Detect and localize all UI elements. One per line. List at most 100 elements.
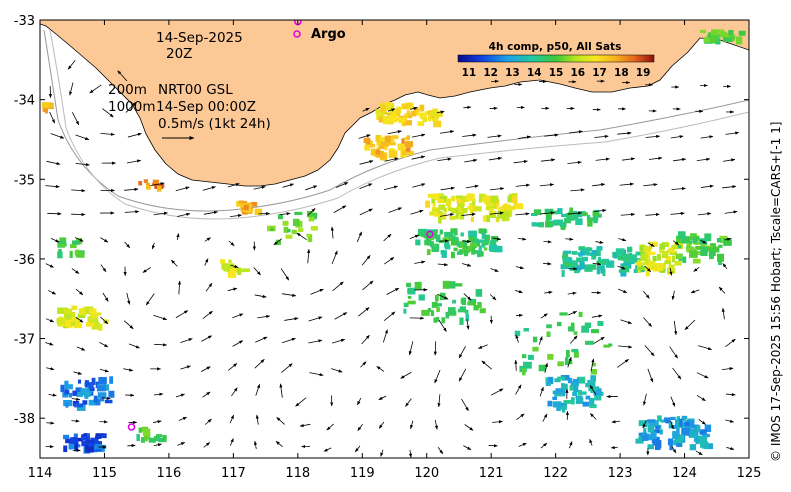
sst-pixel <box>468 202 475 211</box>
current-arrow <box>592 183 606 187</box>
sst-pixel <box>704 233 712 242</box>
sst-pixel <box>445 311 450 319</box>
current-arrow <box>280 268 290 281</box>
sst-pixel <box>586 214 591 221</box>
current-arrow <box>387 130 402 135</box>
current-arrow <box>570 188 585 192</box>
sst-pixel <box>459 306 466 311</box>
sst-pixel <box>721 31 727 36</box>
latitude-axis: -33 -34 -35 -36 -37 -38 <box>14 14 749 427</box>
sst-pixel <box>462 239 467 246</box>
current-arrow <box>171 259 178 267</box>
current-arrow <box>569 335 578 344</box>
lon-tick-label: 121 <box>479 466 504 481</box>
current-arrow <box>152 242 156 250</box>
sst-pixel <box>562 255 569 260</box>
sst-pixel <box>86 439 95 446</box>
current-arrow <box>89 84 102 94</box>
sst-pixel <box>581 325 590 333</box>
current-arrow <box>617 265 626 270</box>
sst-pixel <box>458 249 464 255</box>
sst-pixel <box>465 313 469 322</box>
current-arrow <box>45 342 54 346</box>
current-arrow <box>542 413 548 422</box>
sst-pixel <box>72 390 78 396</box>
current-arrow <box>203 442 210 448</box>
sst-pixel <box>651 264 659 270</box>
current-arrow <box>477 344 488 349</box>
sst-pixel <box>471 198 476 206</box>
sst-pixel <box>152 179 159 184</box>
current-arrow <box>231 387 238 397</box>
sst-pixel <box>455 195 463 200</box>
current-arrow <box>308 339 323 344</box>
current-arrow <box>700 239 707 244</box>
current-arrow <box>232 340 244 347</box>
sst-pixel <box>243 204 249 211</box>
sst-pixel <box>709 35 719 43</box>
sst-pixel <box>577 389 582 396</box>
current-arrow <box>378 421 385 429</box>
sst-pixel <box>421 309 430 316</box>
sst-pixel <box>477 250 481 258</box>
current-arrow <box>697 212 712 216</box>
current-arrow <box>227 183 240 188</box>
sst-pixel <box>659 247 665 254</box>
sst-pixel <box>439 229 443 235</box>
sst-pixel <box>310 226 318 231</box>
sst-pixel <box>603 344 611 348</box>
sst-pixel <box>676 439 683 447</box>
sst-pixel <box>95 433 104 438</box>
sst-pixel <box>434 193 439 201</box>
current-arrow <box>644 265 651 273</box>
current-arrow <box>177 442 186 446</box>
colorbar-title: 4h comp, p50, All Sats <box>489 41 622 53</box>
current-arrow <box>490 268 499 272</box>
hour-label: 20Z <box>166 46 192 62</box>
sst-pixel <box>407 289 411 293</box>
sst-pixel <box>442 280 450 289</box>
sst-pixel <box>452 299 456 304</box>
sst-pixel <box>522 361 532 369</box>
sst-pixel <box>458 241 468 248</box>
current-arrow <box>142 267 151 273</box>
copyright-text: © IMOS 17-Sep-2025 15:56 Hobart; Tscale=… <box>769 122 783 462</box>
sst-pixel <box>716 238 722 243</box>
sst-pixel <box>411 110 417 117</box>
sst-pixel <box>384 144 388 151</box>
sst-pixel <box>70 437 78 444</box>
current-arrow <box>310 288 324 295</box>
sst-pixel <box>85 322 95 327</box>
sst-pixel <box>88 399 96 406</box>
sst-pixel <box>71 317 80 325</box>
current-arrow <box>594 134 609 139</box>
sst-pixel <box>647 419 656 424</box>
sst-pixel <box>669 251 678 255</box>
current-arrow <box>515 212 530 216</box>
current-arrow <box>463 445 472 451</box>
current-arrow <box>618 288 628 294</box>
sst-pixel <box>682 256 687 264</box>
sst-pixel <box>643 428 647 435</box>
current-arrow <box>323 447 332 452</box>
sst-pixel <box>69 244 77 249</box>
sst-pixel <box>429 211 436 216</box>
current-arrow <box>229 414 235 424</box>
current-arrow <box>410 209 424 215</box>
sst-pixel <box>547 353 554 360</box>
current-arrow <box>332 281 344 292</box>
sst-pixel <box>572 391 578 396</box>
sst-pixel <box>693 424 699 430</box>
current-arrow <box>204 237 211 242</box>
sst-pixel <box>478 195 483 203</box>
sst-pixel <box>424 239 432 246</box>
sst-pixel <box>707 247 716 251</box>
sst-pixel <box>444 244 451 250</box>
current-arrow <box>684 319 696 331</box>
sst-pixel <box>432 203 436 209</box>
sst-pixel <box>661 242 669 248</box>
sst-pixel <box>241 268 250 273</box>
sst-pixel <box>729 34 735 41</box>
sst-pixel <box>406 135 411 140</box>
current-arrow <box>331 250 338 265</box>
